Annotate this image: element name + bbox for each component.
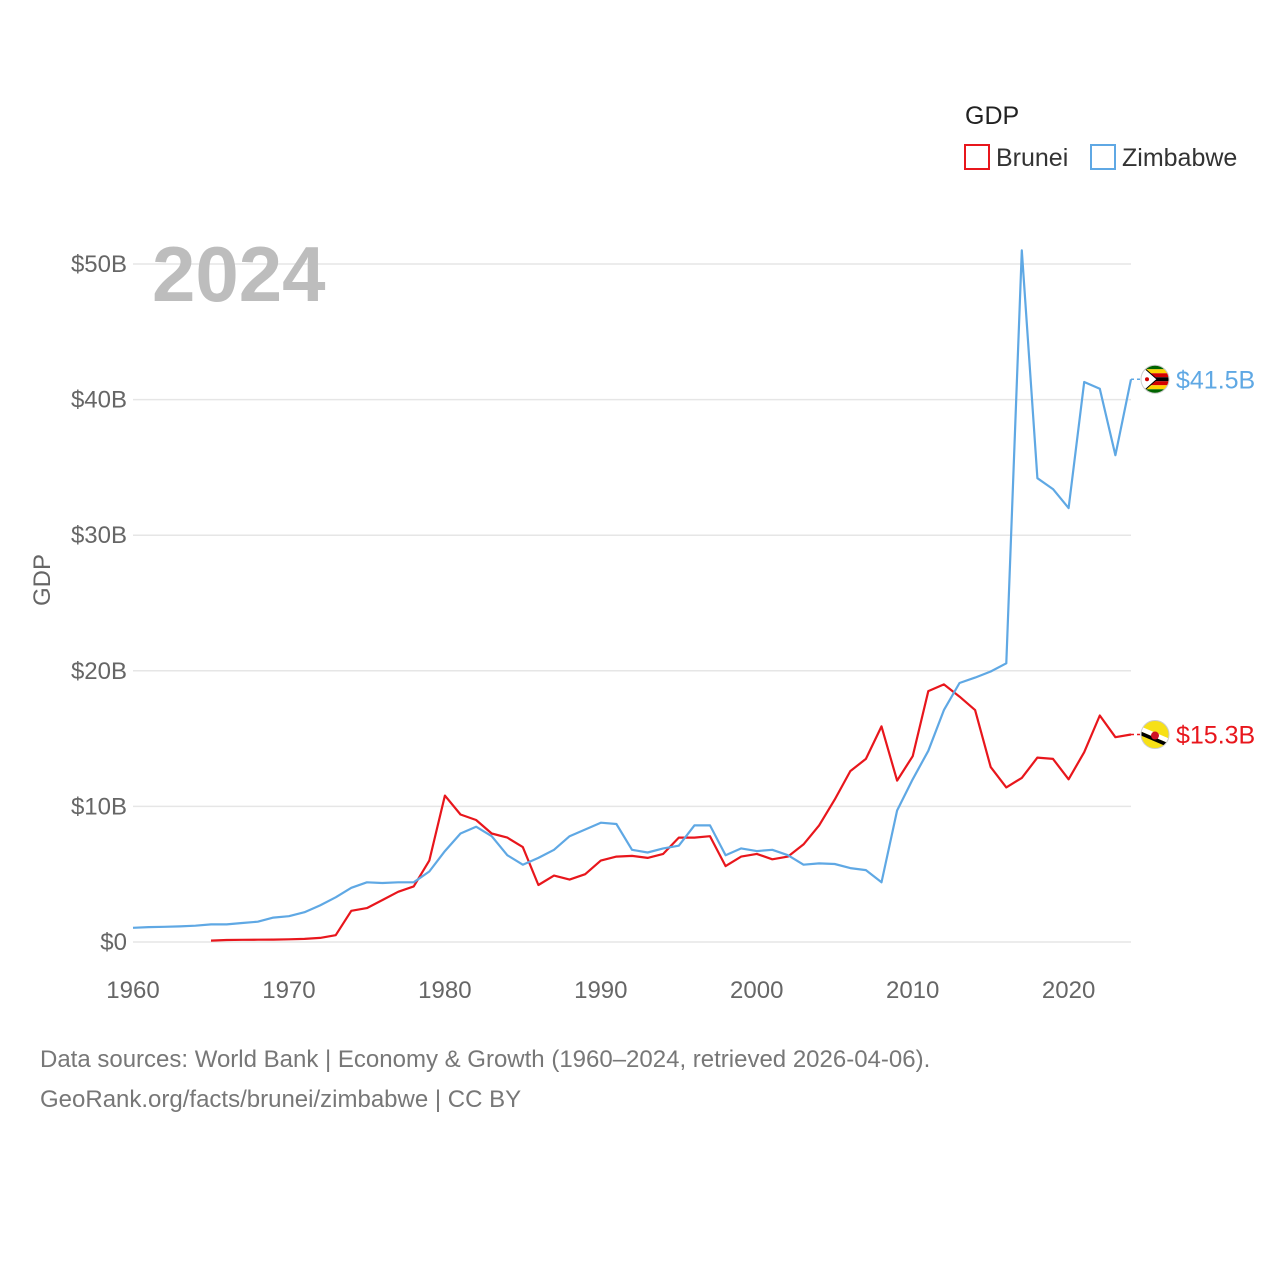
y-tick-label: $20B <box>71 658 127 685</box>
y-axis-title: GDP <box>29 554 56 606</box>
y-tick-label: $50B <box>71 251 127 278</box>
x-tick-label: 1960 <box>106 977 159 1004</box>
x-tick-label: 1970 <box>262 977 315 1004</box>
legend-label-zimbabwe: Zimbabwe <box>1122 144 1237 172</box>
grid-lines <box>133 263 1131 943</box>
y-tick-label: $0 <box>100 929 127 956</box>
series-lines <box>132 249 1133 942</box>
legend-item-brunei[interactable]: Brunei <box>964 144 1068 172</box>
legend-swatch-zimbabwe <box>1090 144 1116 170</box>
x-tick-label: 2010 <box>886 977 939 1004</box>
y-axis-ticks: $0 $10B $20B $30B $40B $50B <box>71 251 127 956</box>
series-end-markers: $15.3B $41.5B <box>1131 364 1255 750</box>
x-tick-label: 1980 <box>418 977 471 1004</box>
zimbabwe-flag-icon <box>1140 364 1170 394</box>
y-tick-label: $40B <box>71 387 127 414</box>
x-tick-label: 2000 <box>730 977 783 1004</box>
legend-label-brunei: Brunei <box>996 144 1068 172</box>
year-watermark: 2024 <box>152 230 326 318</box>
end-label-zimbabwe: $41.5B <box>1176 366 1255 394</box>
end-label-brunei: $15.3B <box>1176 722 1255 750</box>
legend-item-zimbabwe[interactable]: Zimbabwe <box>1090 144 1237 172</box>
legend[interactable]: GDP Brunei Zimbabwe <box>964 102 1237 172</box>
source-text: Data sources: World Bank | Economy & Gro… <box>40 1046 931 1073</box>
x-tick-label: 2020 <box>1042 977 1095 1004</box>
brunei-flag-icon <box>1140 720 1170 750</box>
legend-title: GDP <box>965 102 1019 130</box>
x-tick-label: 1990 <box>574 977 627 1004</box>
legend-swatch-brunei <box>964 144 990 170</box>
y-tick-label: $30B <box>71 522 127 549</box>
series-line-zimbabwe[interactable] <box>132 249 1133 929</box>
series-line-brunei[interactable] <box>210 683 1132 942</box>
x-axis-ticks: 1960 1970 1980 1990 2000 2010 2020 <box>106 977 1095 1004</box>
source-link-text[interactable]: GeoRank.org/facts/brunei/zimbabwe | CC B… <box>40 1086 522 1113</box>
y-tick-label: $10B <box>71 793 127 820</box>
